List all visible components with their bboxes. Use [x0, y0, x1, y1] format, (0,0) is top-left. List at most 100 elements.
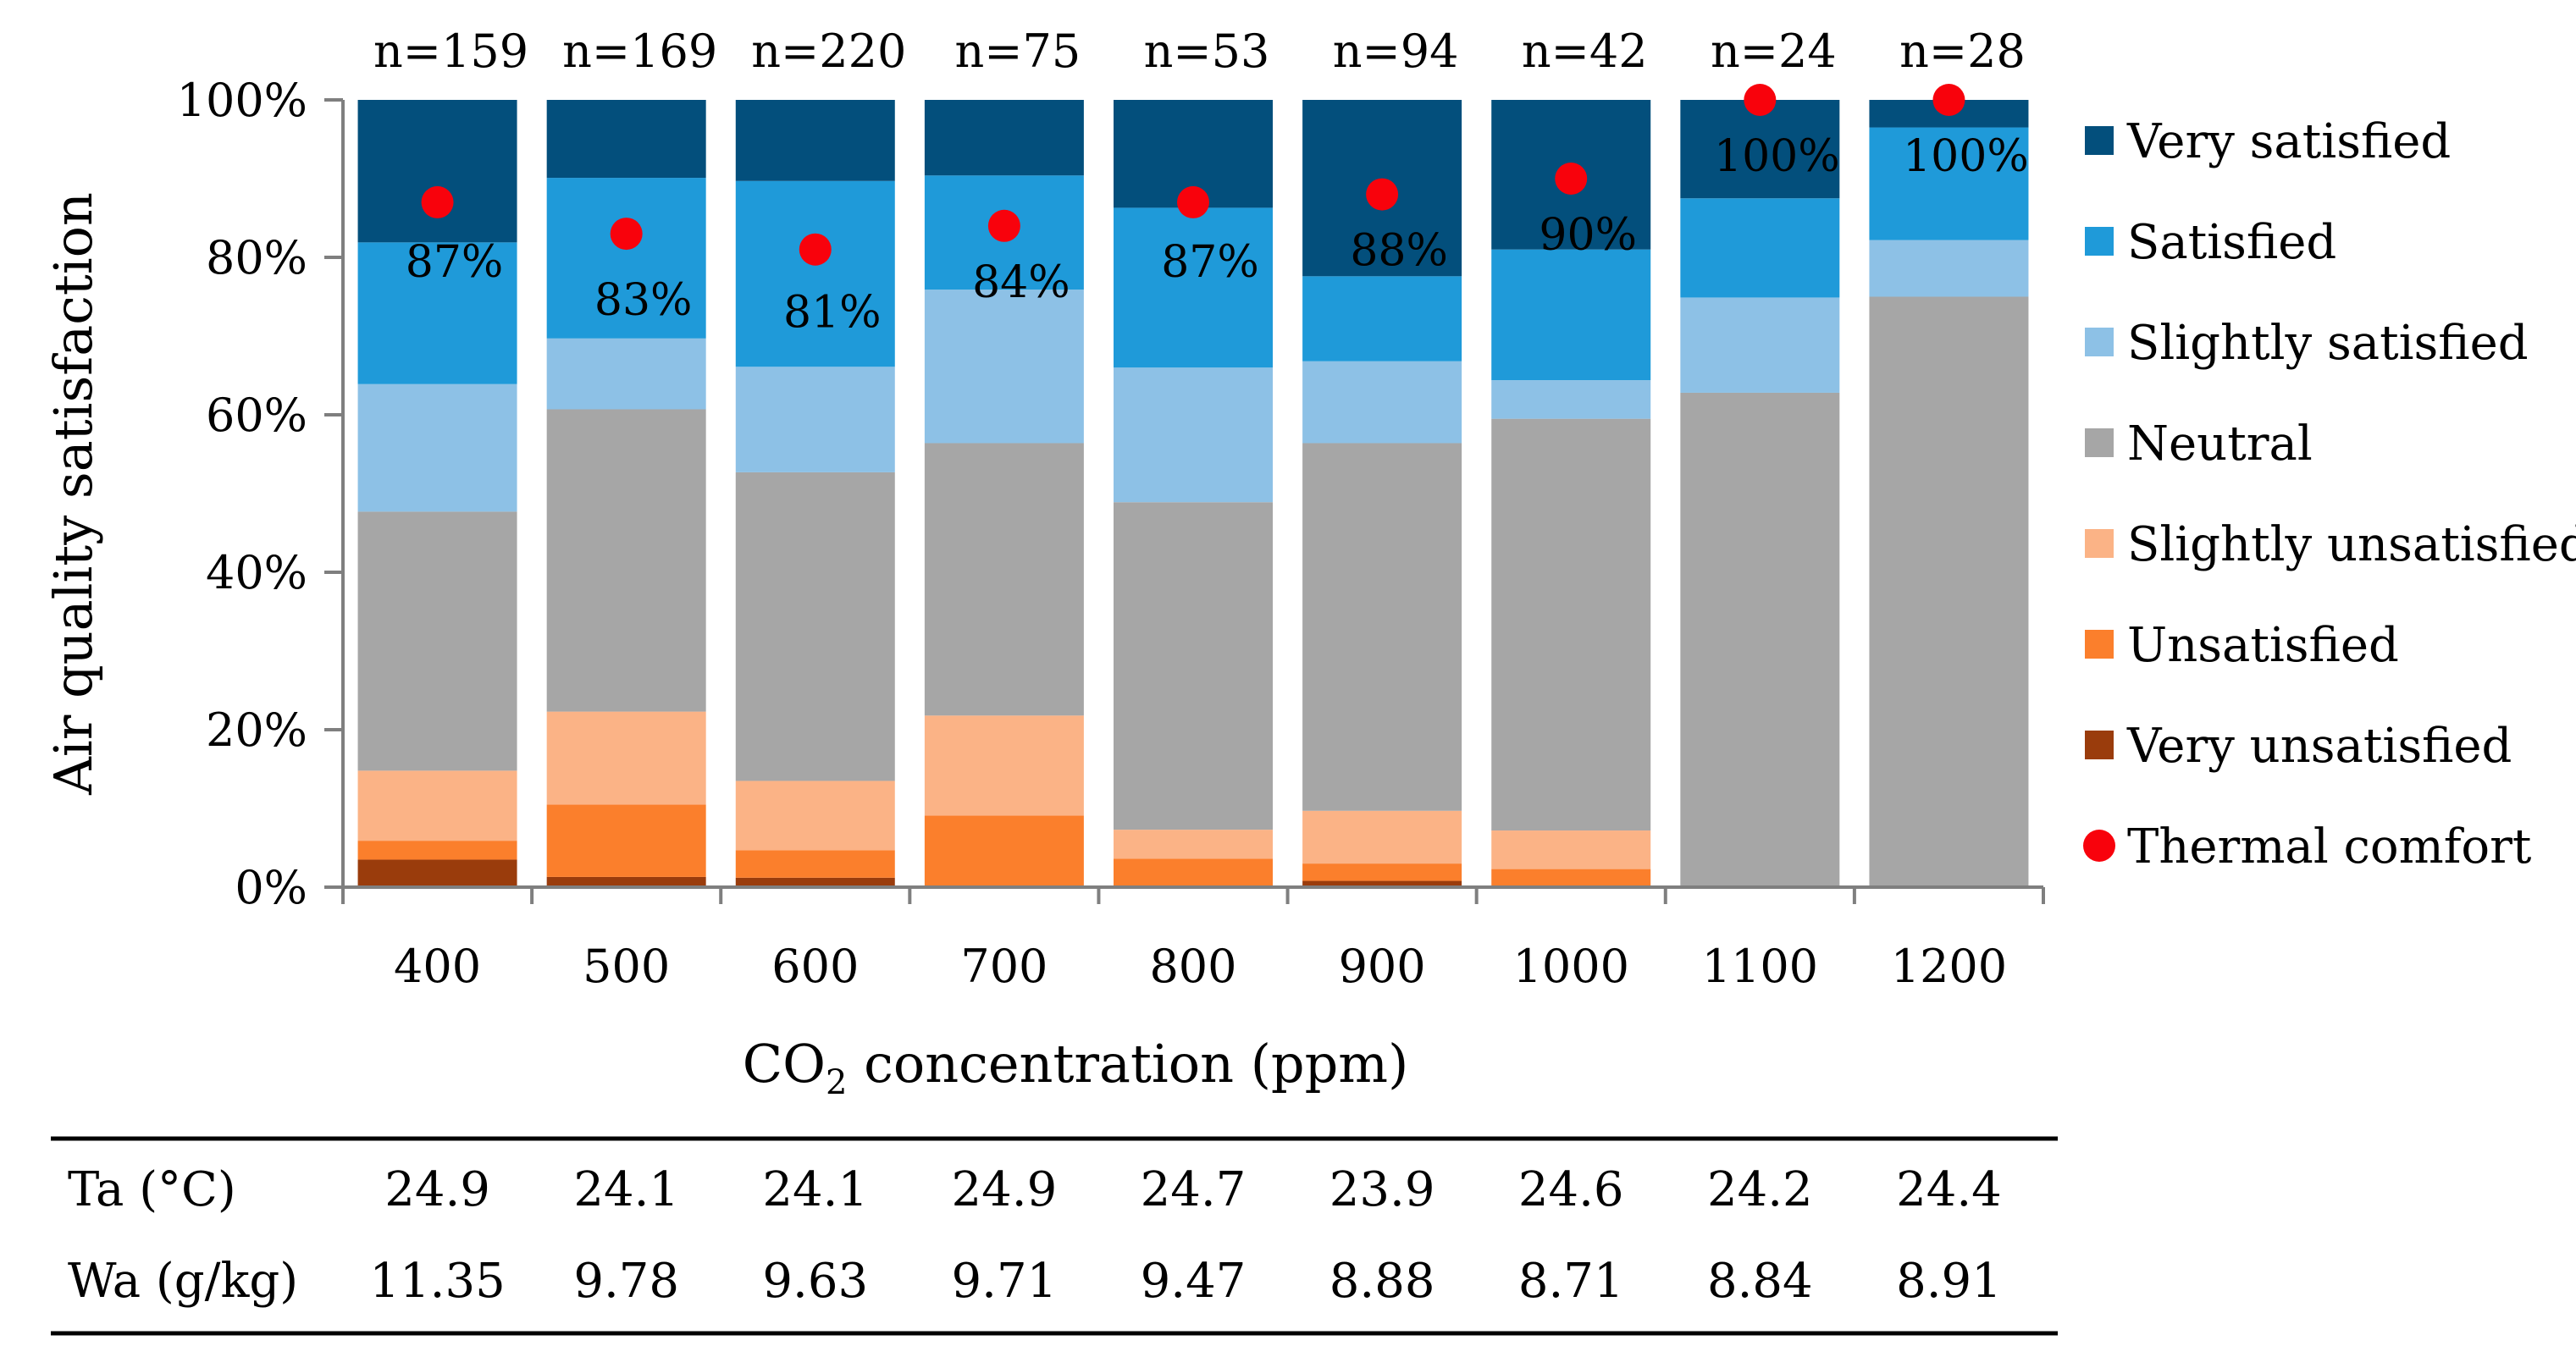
table-cell: 8.71 — [1518, 1254, 1624, 1309]
legend-swatch-thermal-comfort — [2083, 830, 2115, 862]
table-cell: 9.78 — [573, 1254, 679, 1309]
bar-segment-very-unsatisfied-400 — [357, 859, 517, 887]
x-tick-label: 700 — [960, 940, 1048, 993]
thermal-comfort-label: 84% — [972, 257, 1070, 308]
table-cell: 24.4 — [1896, 1162, 2002, 1217]
sample-size-label: n=28 — [1899, 25, 2026, 78]
table-cell: 9.47 — [1141, 1254, 1247, 1309]
bar-segment-neutral-1200 — [1869, 296, 2029, 887]
table-cell: 9.63 — [762, 1254, 868, 1309]
table-cell: 8.88 — [1329, 1254, 1435, 1309]
data-table: Ta (°C) 24.9 24.1 24.1 24.9 24.7 23.9 24.6 24.2 2… — [51, 1136, 2058, 1336]
legend-label-unsatisfied: Unsatisfied — [2127, 618, 2399, 673]
bar-segment-satisfied-600 — [735, 180, 895, 367]
bar-segment-slightly-unsatisfied-400 — [357, 770, 517, 841]
table-cell: 24.9 — [952, 1162, 1058, 1217]
x-tick-label: 600 — [771, 940, 859, 993]
table-cell: 24.9 — [384, 1162, 490, 1217]
legend: Very satisfied Satisfied Slightly satisfie… — [2083, 114, 2576, 874]
table-cell: 8.91 — [1896, 1254, 2002, 1309]
bar-segment-slightly-unsatisfied-500 — [546, 711, 706, 805]
x-axis-title-prefix: CO — [743, 1033, 826, 1095]
bar-segment-slightly-unsatisfied-900 — [1302, 810, 1462, 864]
thermal-comfort-point — [610, 218, 643, 251]
sample-size-label: n=159 — [373, 25, 528, 78]
bar-segment-slightly-satisfied-400 — [357, 383, 517, 512]
thermal-comfort-point — [1366, 178, 1399, 211]
thermal-comfort-point — [1744, 84, 1777, 116]
table-row-label: Wa (g/kg) — [68, 1254, 298, 1309]
legend-label-slightly-satisfied: Slightly satisfied — [2127, 316, 2529, 371]
bar-segment-slightly-satisfied-500 — [546, 338, 706, 410]
x-axis-title: CO2 concentration (ppm) — [743, 1033, 1409, 1102]
bar-segment-slightly-satisfied-1000 — [1491, 380, 1651, 419]
bar-segment-satisfied-500 — [546, 178, 706, 339]
thermal-comfort-point — [987, 209, 1020, 242]
y-tick-label: 0% — [235, 861, 307, 914]
thermal-comfort-label: 100% — [1714, 131, 1840, 182]
thermal-comfort-point — [421, 185, 454, 218]
bar-segment-satisfied-1000 — [1491, 249, 1651, 381]
table-cell: 9.71 — [952, 1254, 1058, 1309]
bar-segment-satisfied-1200 — [1869, 127, 2029, 240]
bar-segment-slightly-satisfied-700 — [924, 290, 1084, 444]
bar-segment-slightly-unsatisfied-700 — [924, 715, 1084, 816]
sample-size-label: n=169 — [562, 25, 717, 78]
bar-segment-slightly-satisfied-600 — [735, 367, 895, 472]
y-tick-label: 60% — [206, 389, 307, 442]
x-tick-label: 1100 — [1702, 940, 1818, 993]
bar-segment-very-satisfied-1100 — [1680, 100, 1840, 199]
bar-segment-unsatisfied-800 — [1114, 858, 1273, 887]
bar-segment-unsatisfied-500 — [546, 804, 706, 877]
x-tick-label: 800 — [1149, 940, 1236, 993]
sample-size-label: n=42 — [1522, 25, 1648, 78]
bar-segment-unsatisfied-600 — [735, 850, 895, 878]
bar-segment-very-satisfied-400 — [357, 100, 517, 243]
legend-swatch-slightly-unsatisfied — [2085, 529, 2114, 558]
legend-swatch-unsatisfied — [2085, 630, 2114, 659]
bars-layer — [357, 100, 2029, 888]
bar-segment-very-satisfied-500 — [546, 100, 706, 179]
bar-segment-neutral-800 — [1114, 502, 1273, 830]
thermal-comfort-point — [1177, 185, 1209, 218]
x-axis-title-subscript: 2 — [826, 1063, 847, 1102]
x-tick-label: 900 — [1339, 940, 1426, 993]
bar-segment-very-unsatisfied-900 — [1302, 880, 1462, 887]
y-tick-layer: 0% 20% 40% 60% 80% 100% — [177, 74, 343, 914]
bar-segment-neutral-900 — [1302, 443, 1462, 811]
x-tick-label: 1000 — [1513, 940, 1629, 993]
y-tick-label: 20% — [206, 703, 307, 757]
thermal-comfort-label: 90% — [1539, 210, 1637, 261]
table-cell: 24.1 — [762, 1162, 868, 1217]
thermal-comfort-point — [1555, 163, 1588, 195]
bar-segment-unsatisfied-900 — [1302, 863, 1462, 881]
bar-segment-unsatisfied-1000 — [1491, 869, 1651, 887]
legend-label-slightly-unsatisfied: Slightly unsatisfied — [2127, 517, 2576, 572]
bar-segment-very-satisfied-600 — [735, 100, 895, 181]
y-tick-label: 80% — [206, 231, 307, 284]
y-tick-label: 100% — [177, 74, 307, 127]
sample-size-label: n=94 — [1333, 25, 1459, 78]
bar-segment-very-unsatisfied-600 — [735, 877, 895, 887]
table-cell: 23.9 — [1329, 1162, 1435, 1217]
table-row-label: Ta (°C) — [68, 1162, 236, 1217]
table-cell: 8.84 — [1707, 1254, 1813, 1309]
bar-segment-neutral-600 — [735, 472, 895, 781]
bar-segment-neutral-1000 — [1491, 418, 1651, 831]
legend-swatch-very-satisfied — [2085, 126, 2114, 155]
legend-label-very-unsatisfied: Very unsatisfied — [2126, 719, 2512, 774]
table-cell: 11.35 — [369, 1254, 505, 1309]
y-tick-label: 40% — [206, 546, 307, 599]
table-cell: 24.1 — [573, 1162, 679, 1217]
legend-swatch-satisfied — [2085, 227, 2114, 256]
table-cell: 24.7 — [1141, 1162, 1247, 1217]
bar-segment-slightly-unsatisfied-1000 — [1491, 830, 1651, 869]
x-tick-label: 1200 — [1891, 940, 2007, 993]
bar-segment-satisfied-400 — [357, 242, 517, 384]
table-cell: 24.2 — [1707, 1162, 1813, 1217]
legend-label-very-satisfied: Very satisfied — [2126, 114, 2451, 169]
bar-segment-slightly-satisfied-1200 — [1869, 240, 2029, 297]
sample-size-label: n=24 — [1711, 25, 1837, 78]
bar-segment-neutral-500 — [546, 409, 706, 712]
thermal-comfort-point — [1932, 84, 1965, 116]
